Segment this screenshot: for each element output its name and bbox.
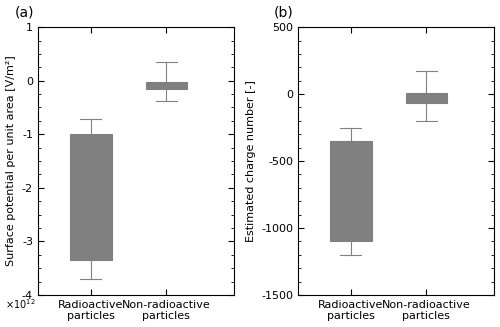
Text: (a): (a) xyxy=(14,5,34,19)
Y-axis label: Estimated charge number [-]: Estimated charge number [-] xyxy=(246,80,256,242)
Text: $\times10^{12}$: $\times10^{12}$ xyxy=(6,298,36,311)
PathPatch shape xyxy=(70,134,112,260)
Text: (b): (b) xyxy=(274,5,294,19)
Y-axis label: Surface potential per unit area [V/m²]: Surface potential per unit area [V/m²] xyxy=(6,56,16,267)
PathPatch shape xyxy=(330,141,372,241)
PathPatch shape xyxy=(406,93,447,103)
PathPatch shape xyxy=(146,82,187,89)
